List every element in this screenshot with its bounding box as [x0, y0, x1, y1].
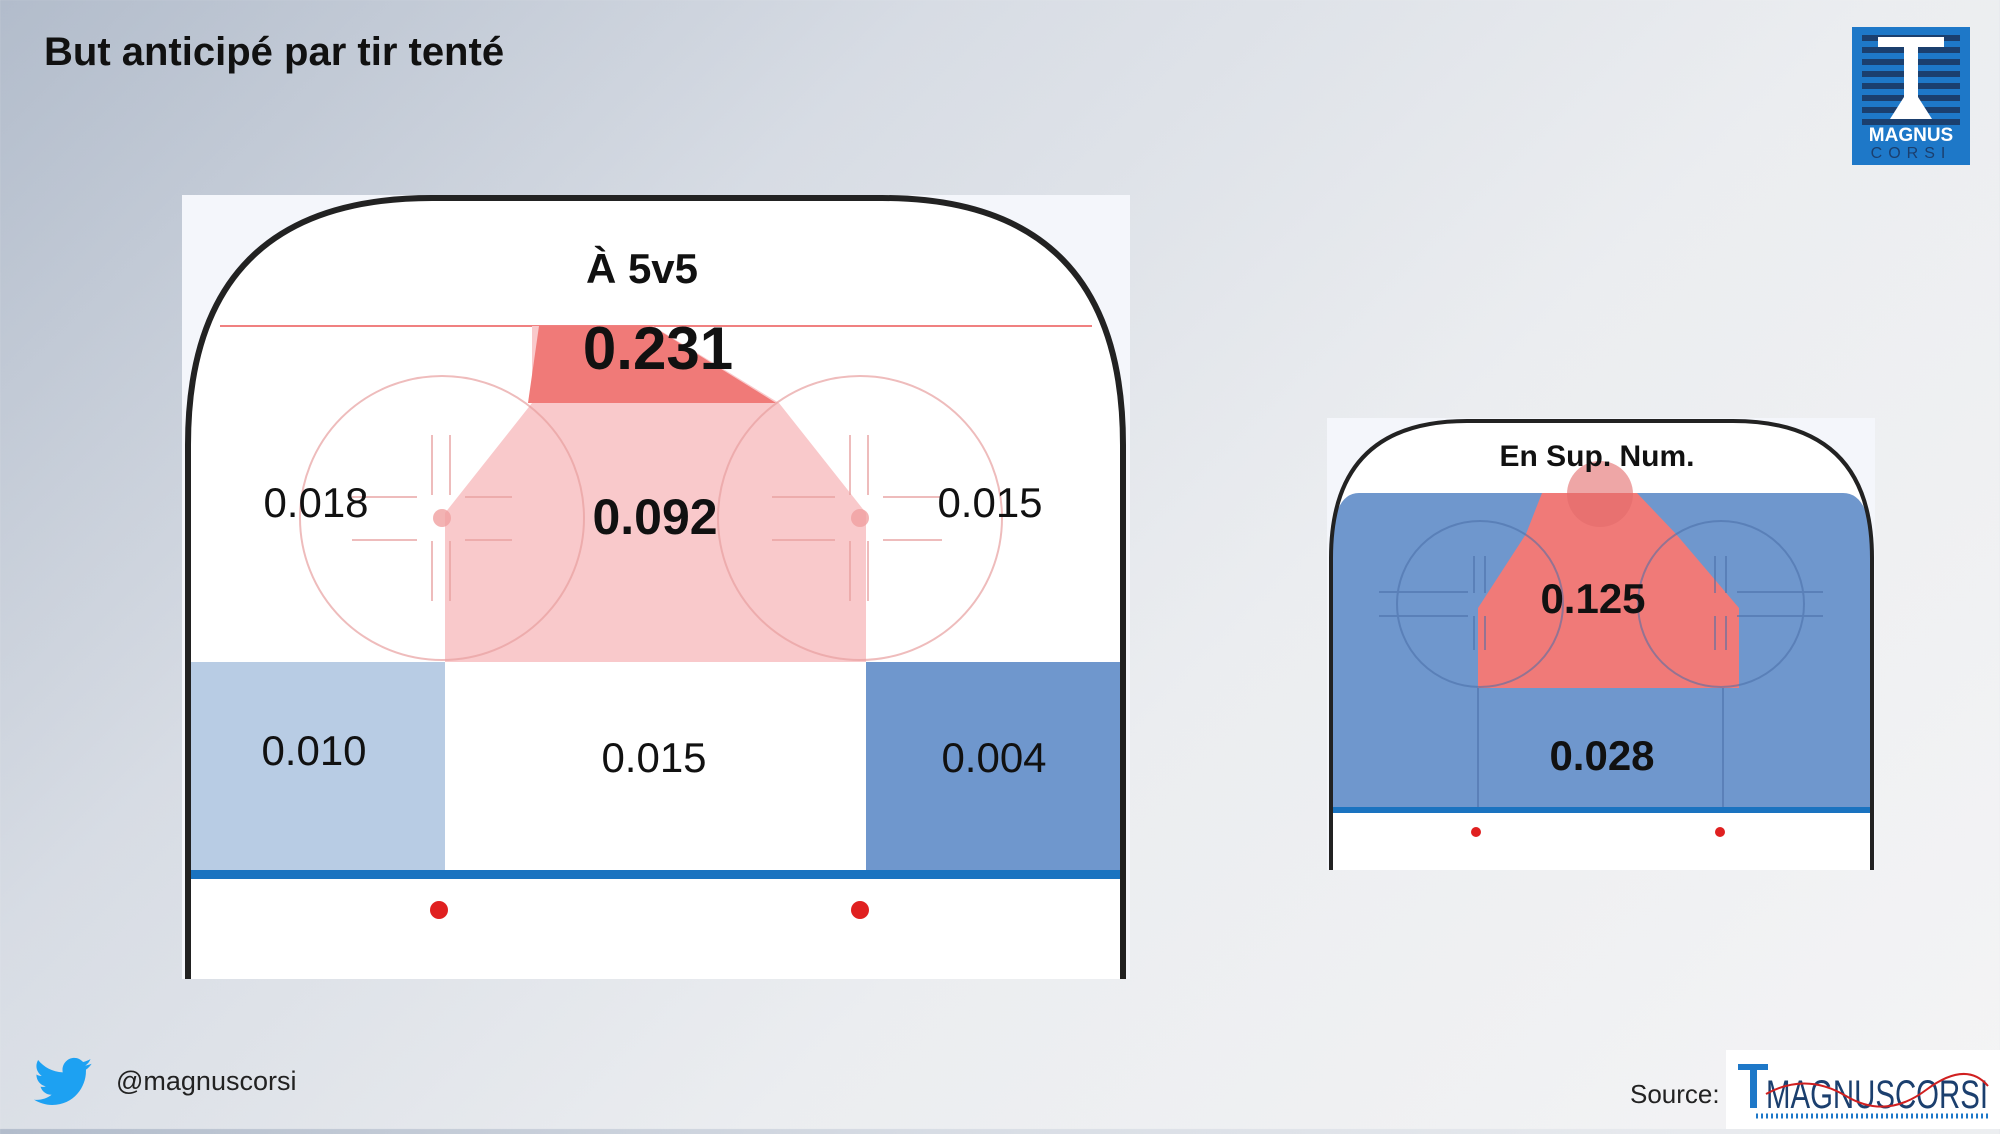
- rink-pp-svg: En Sup. Num. 0.125 0.028: [1327, 418, 1875, 870]
- zone-label-pp-slot: 0.125: [1540, 575, 1645, 622]
- zone-label-right-point: 0.004: [941, 734, 1046, 781]
- pp-crease: [1567, 461, 1633, 527]
- zone-label-pp-outside: 0.028: [1549, 732, 1654, 779]
- rink-pp-title: En Sup. Num.: [1500, 440, 1695, 473]
- source-label: Source:: [1630, 1079, 1720, 1109]
- twitter-handle[interactable]: @magnuscorsi: [116, 1066, 297, 1096]
- zone-label-center-point: 0.015: [601, 734, 706, 781]
- zone-pp-slot: [1478, 493, 1739, 688]
- zone-label-left-circle: 0.018: [263, 479, 368, 526]
- wordmark-text: MAGNUSCORSI: [1766, 1073, 1988, 1117]
- rink-5v5: À 5v5 0.231 0.092 0.018 0.015 0.010 0.01…: [182, 195, 1130, 979]
- pp-dot-left: [1471, 827, 1481, 837]
- magnus-corsi-logo: MAGNUS CORSI: [1852, 27, 1970, 165]
- rink-5v5-svg: À 5v5 0.231 0.092 0.018 0.015 0.010 0.01…: [182, 195, 1130, 979]
- faceoff-dot-right: [851, 509, 869, 527]
- faceoff-dot-left: [433, 509, 451, 527]
- zone-label-left-point: 0.010: [261, 727, 366, 774]
- magnus-corsi-wordmark: MAGNUSCORSI: [1726, 1050, 2000, 1129]
- neutral-dot-right: [851, 901, 869, 919]
- logo-top-line2: CORSI: [1871, 145, 1952, 162]
- faceoff-circles: [299, 375, 1003, 661]
- zone-label-right-circle: 0.015: [937, 479, 1042, 526]
- zone-label-slot: 0.092: [592, 489, 717, 545]
- zone-right-point: [866, 662, 1123, 870]
- rink-pp-boards: [1329, 419, 1874, 870]
- logo-top-svg: MAGNUS CORSI: [1852, 27, 1970, 165]
- rink-5v5-title: À 5v5: [586, 245, 698, 292]
- pp-dot-right: [1715, 827, 1725, 837]
- zone-label-slot-top: 0.231: [583, 315, 733, 382]
- neutral-dot-left: [430, 901, 448, 919]
- pp-faceoff-circles: [1379, 520, 1823, 810]
- twitter-bird-icon[interactable]: [34, 1057, 92, 1107]
- rink-pp: En Sup. Num. 0.125 0.028: [1327, 418, 1875, 870]
- blue-line: [188, 870, 1123, 879]
- logo-top-line1: MAGNUS: [1869, 125, 1953, 146]
- zone-slot: [445, 326, 866, 662]
- page-title: But anticipé par tir tenté: [44, 30, 505, 74]
- rink-5v5-boards: [185, 195, 1126, 979]
- zone-slot-top: [528, 326, 776, 403]
- zone-left-point: [188, 662, 445, 870]
- pp-blue-line: [1331, 807, 1872, 813]
